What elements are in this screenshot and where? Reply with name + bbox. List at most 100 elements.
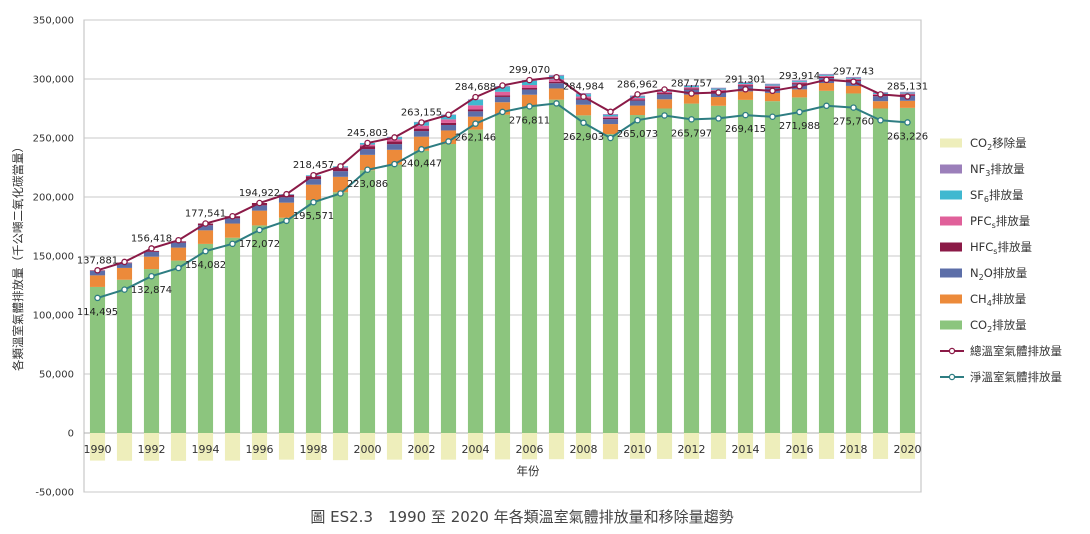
data-label-total: 291,301: [725, 74, 766, 85]
x-tick-label: 2020: [894, 443, 922, 456]
line-series: [94, 73, 911, 302]
point-total-1997: [283, 190, 290, 198]
bar-co2-1993: [170, 260, 187, 433]
bar-co2-2000: [359, 170, 376, 434]
bar-ch4-1993: [170, 247, 187, 261]
bar-ch4-2007: [548, 88, 565, 100]
bar-n2o-1997: [278, 197, 295, 203]
bar-co2-removal-2008: [575, 433, 592, 460]
point-total-2014: [742, 86, 749, 93]
legend-swatch-ch4: [940, 294, 962, 304]
bar-pfcs-2004: [467, 105, 484, 110]
point-net-2012: [688, 116, 695, 123]
bar-co2-1990: [89, 286, 106, 433]
bar-co2-removal-2019: [872, 433, 889, 459]
point-total-2006: [526, 76, 533, 84]
bar-hfcs-2011: [656, 93, 673, 95]
point-net-1996: [256, 226, 263, 234]
x-tick-label: 2016: [786, 443, 814, 456]
bar-ch4-2006: [521, 94, 538, 107]
bar-co2-2003: [440, 144, 457, 433]
x-tick-label: 2018: [840, 443, 868, 456]
bar-co2-1994: [197, 243, 214, 433]
bar-sf6-2016: [791, 81, 808, 83]
bar-ch4-1990: [89, 275, 106, 287]
bar-n2o-2009: [602, 119, 619, 125]
legend-marker-net: [948, 373, 956, 381]
x-axis-tick-labels: 1990 1992 1994 1996 1998 2000 2002 2004 2006 2008…: [84, 443, 922, 456]
bar-hfcs-2003: [440, 122, 457, 126]
data-label-net: 271,988: [779, 121, 820, 132]
bar-pfcs-2006: [521, 85, 538, 89]
bar-co2-2013: [710, 105, 727, 433]
bar-ch4-2011: [656, 99, 673, 109]
bar-hfcs-1999: [332, 168, 349, 172]
bar-co2-2007: [548, 99, 565, 434]
point-net-2014: [742, 111, 749, 119]
bar-n2o-2003: [440, 125, 457, 131]
point-total-1991: [121, 258, 128, 266]
data-label-net: 240,447: [401, 158, 442, 169]
point-net-2017: [823, 102, 830, 110]
bar-co2-removal-2017: [818, 433, 835, 459]
point-total-1992: [148, 245, 155, 252]
bar-co2-removal-2020: [899, 433, 916, 459]
legend-swatch-n2o: [940, 268, 962, 278]
point-net-2005: [499, 108, 506, 116]
legend-label-n2o: N2O排放量: [970, 266, 1027, 282]
bar-co2-removal-1993: [170, 433, 187, 461]
bar-hfcs-2012: [683, 88, 700, 90]
bar-hfcs-2007: [548, 81, 565, 84]
x-tick-label: 1996: [246, 443, 274, 456]
x-tick-label: 2006: [516, 443, 544, 456]
point-net-1990: [94, 294, 101, 302]
bar-ch4-1991: [116, 267, 133, 280]
point-net-1998: [310, 198, 317, 206]
bar-hfcs-2006: [521, 88, 538, 90]
bar-co2-2005: [494, 114, 511, 434]
bar-co2-removal-2000: [359, 433, 376, 460]
bar-co2-removal-1990: [89, 433, 106, 461]
point-total-2008: [580, 93, 587, 100]
y-tick-label: 100,000: [33, 311, 74, 322]
bar-co2-removal-2007: [548, 433, 565, 460]
point-total-2003: [445, 111, 452, 119]
bar-co2-removal-2010: [629, 433, 646, 459]
legend-label-net: 淨溫室氣體排放量: [970, 370, 1062, 384]
bar-ch4-1992: [143, 256, 160, 270]
data-label-net: 262,146: [455, 133, 496, 144]
point-total-1996: [256, 199, 263, 207]
bar-co2-removal-1991: [116, 433, 133, 461]
bar-co2-2001: [386, 164, 403, 434]
bar-n2o-1993: [170, 242, 187, 248]
bar-co2-2012: [683, 103, 700, 434]
bar-hfcs-2005: [494, 95, 511, 97]
point-net-2011: [661, 112, 668, 119]
bar-co2-1997: [278, 217, 295, 433]
point-total-2016: [796, 82, 803, 90]
y-tick-label: -50,000: [35, 488, 74, 499]
data-label-net: 269,415: [725, 124, 766, 135]
bar-sf6-2009: [602, 114, 619, 117]
point-net-2015: [769, 113, 776, 121]
bar-n2o-2001: [386, 144, 403, 150]
bar-co2-2004: [467, 129, 484, 433]
bar-co2-2014: [737, 99, 754, 433]
bar-pfcs-2014: [737, 84, 754, 86]
point-total-1999: [337, 163, 344, 170]
bar-pfcs-2003: [440, 119, 457, 123]
bar-hfcs-2009: [602, 117, 619, 120]
y-tick-label: 50,000: [39, 370, 74, 381]
point-net-2006: [526, 103, 533, 110]
point-net-1999: [337, 190, 344, 197]
point-net-2018: [850, 104, 857, 111]
bar-hfcs-2000: [359, 146, 376, 150]
bar-ch4-2000: [359, 154, 376, 171]
bar-nf3-2012: [683, 85, 700, 87]
x-tick-label: 2008: [570, 443, 598, 456]
point-total-2018: [850, 78, 857, 85]
bar-ch4-2019: [872, 101, 889, 109]
point-total-2011: [661, 86, 668, 93]
bar-n2o-2002: [413, 131, 430, 137]
point-net-1997: [283, 217, 290, 225]
